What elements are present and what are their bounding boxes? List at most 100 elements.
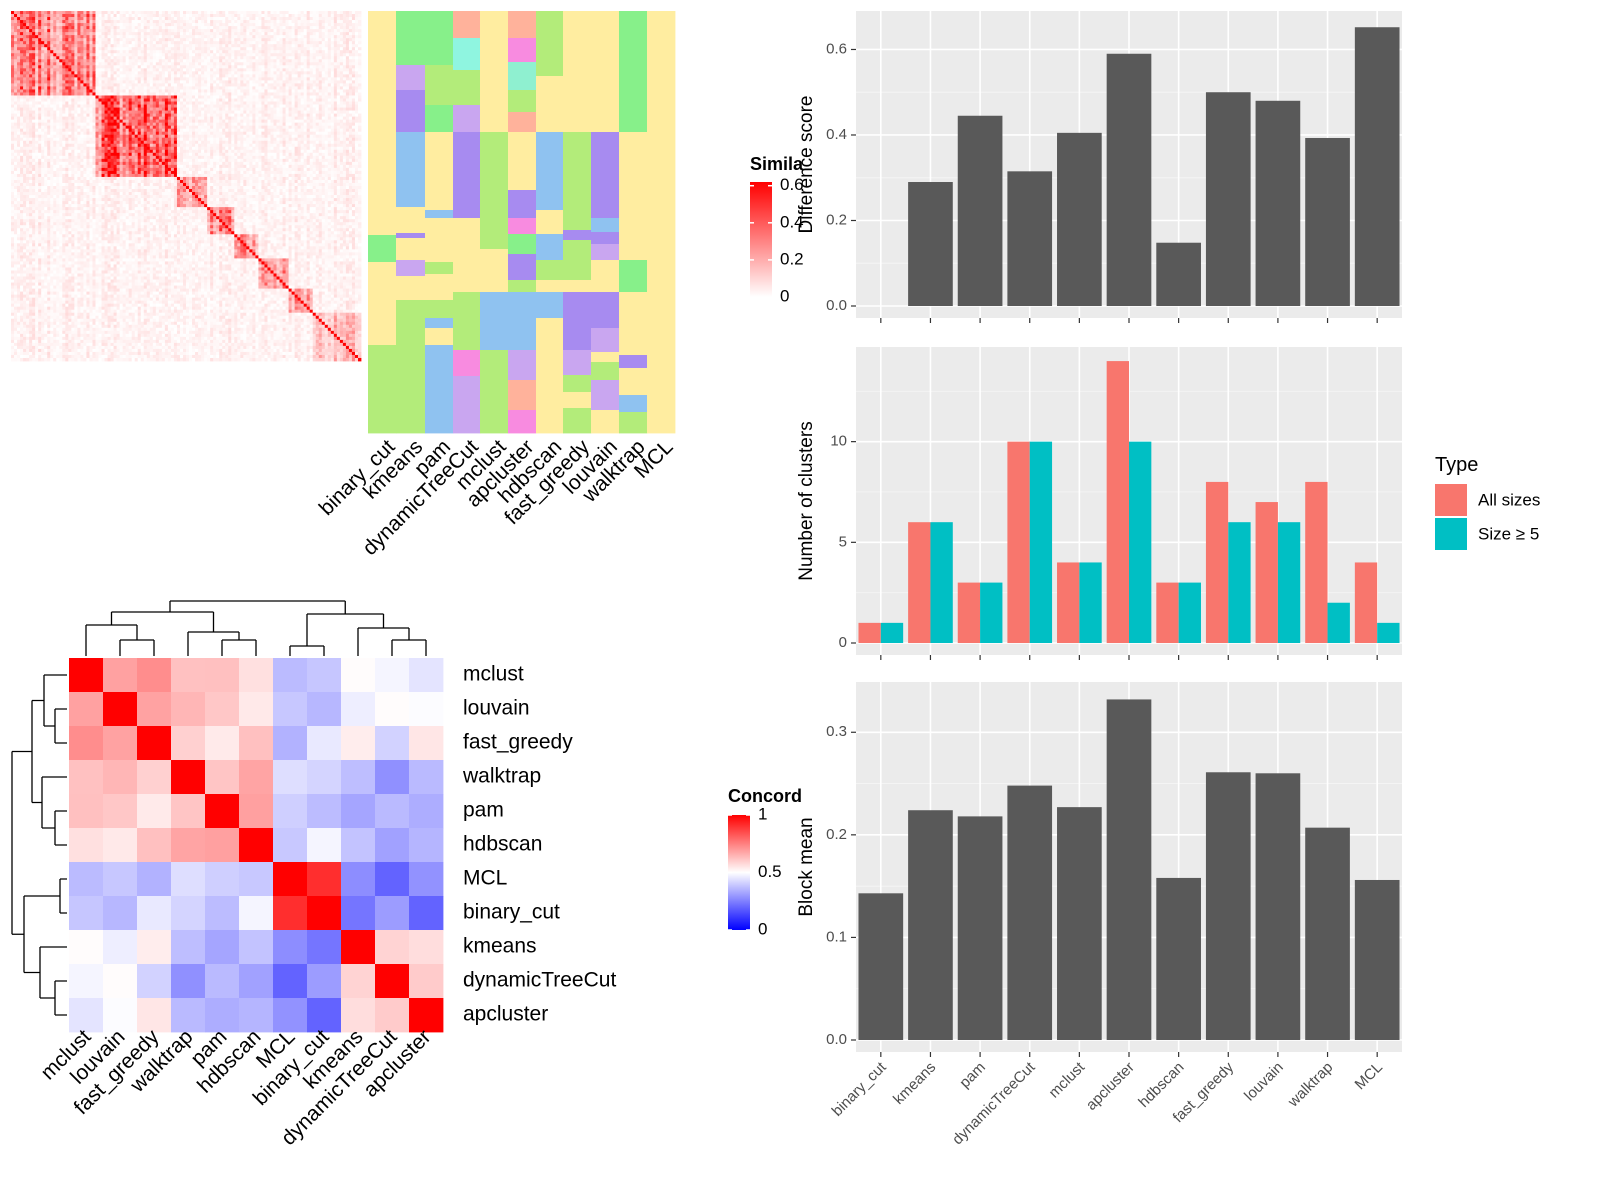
similarity-cell	[92, 56, 96, 60]
similarity-cell	[213, 134, 217, 139]
similarity-cell	[315, 104, 320, 108]
similarity-cell	[276, 101, 280, 105]
similarity-cell	[210, 41, 214, 45]
similarity-cell	[164, 95, 169, 99]
similarity-cell	[125, 26, 130, 30]
similarity-cell	[300, 17, 305, 21]
similarity-cell	[231, 77, 235, 81]
similarity-cell	[225, 128, 229, 133]
similarity-cell	[170, 35, 175, 39]
similarity-cell	[116, 137, 121, 142]
similarity-cell	[53, 59, 57, 63]
similarity-cell	[50, 116, 54, 121]
similarity-cell	[11, 62, 15, 66]
similarity-cell	[95, 26, 99, 30]
similarity-cell	[321, 50, 326, 54]
similarity-cell	[288, 71, 293, 75]
similarity-cell	[152, 89, 157, 93]
similarity-cell	[77, 104, 81, 108]
similarity-cell	[219, 77, 223, 81]
similarity-cell	[23, 23, 27, 27]
similarity-cell	[261, 53, 265, 57]
similarity-cell	[107, 92, 111, 96]
similarity-cell	[237, 74, 241, 78]
similarity-cell	[29, 38, 33, 42]
similarity-cell	[35, 17, 39, 21]
similarity-cell	[192, 113, 196, 118]
similarity-cell	[189, 80, 193, 84]
similarity-cell	[213, 65, 217, 69]
similarity-cell	[50, 44, 54, 48]
similarity-cell	[170, 53, 175, 57]
similarity-cell	[321, 14, 326, 18]
similarity-cell	[74, 14, 78, 18]
similarity-cell	[86, 113, 90, 118]
similarity-cell	[312, 86, 317, 90]
similarity-cell	[276, 125, 280, 130]
similarity-cell	[204, 32, 208, 36]
similarity-cell	[318, 65, 323, 69]
similarity-cell	[68, 17, 72, 21]
similarity-cell	[110, 65, 114, 69]
similarity-cell	[173, 107, 178, 111]
similarity-cell	[300, 14, 305, 18]
similarity-cell	[167, 68, 172, 72]
similarity-cell	[50, 131, 54, 136]
similarity-cell	[339, 20, 344, 24]
similarity-cell	[195, 86, 199, 90]
similarity-cell	[11, 95, 15, 99]
similarity-cell	[32, 32, 36, 36]
similarity-cell	[237, 59, 241, 63]
similarity-cell	[234, 116, 238, 121]
similarity-cell	[315, 95, 320, 99]
similarity-cell	[327, 89, 332, 93]
similarity-cell	[23, 116, 27, 121]
similarity-cell	[276, 56, 280, 60]
similarity-cell	[161, 137, 166, 142]
similarity-cell	[11, 140, 15, 145]
similarity-cell	[107, 80, 111, 84]
similarity-cell	[134, 134, 139, 139]
similarity-cell	[306, 80, 311, 84]
similarity-cell	[32, 20, 36, 24]
similarity-cell	[20, 98, 24, 102]
similarity-cell	[173, 89, 178, 93]
similarity-cell	[294, 68, 299, 72]
similarity-cell	[228, 83, 232, 87]
similarity-cell	[146, 41, 151, 45]
similarity-cell	[288, 47, 293, 51]
similarity-cell	[74, 116, 78, 121]
similarity-cell	[246, 23, 250, 27]
similarity-cell	[348, 83, 353, 87]
similarity-cell	[125, 32, 130, 36]
similarity-cell	[192, 89, 196, 93]
similarity-cell	[357, 107, 362, 111]
similarity-cell	[291, 38, 296, 42]
similarity-cell	[312, 68, 317, 72]
similarity-cell	[77, 35, 81, 39]
similarity-cell	[273, 122, 277, 127]
similarity-cell	[294, 89, 299, 93]
similarity-cell	[41, 56, 45, 60]
similarity-cell	[345, 113, 350, 118]
similarity-cell	[26, 131, 30, 136]
similarity-cell	[119, 11, 124, 15]
similarity-cell	[306, 86, 311, 90]
similarity-cell	[65, 125, 69, 130]
similarity-cell	[282, 98, 286, 102]
similarity-cell	[270, 104, 274, 108]
similarity-cell	[267, 119, 271, 124]
similarity-cell	[288, 119, 293, 124]
similarity-cell	[204, 95, 208, 99]
similarity-cell	[225, 89, 229, 93]
similarity-cell	[65, 14, 69, 18]
similarity-cell	[237, 119, 241, 124]
similarity-cell	[14, 83, 18, 87]
similarity-cell	[201, 98, 205, 102]
similarity-cell	[140, 119, 145, 124]
similarity-cell	[59, 128, 63, 133]
similarity-cell	[11, 17, 15, 21]
similarity-cell	[279, 134, 283, 139]
similarity-cell	[161, 86, 166, 90]
similarity-cell	[249, 122, 253, 127]
